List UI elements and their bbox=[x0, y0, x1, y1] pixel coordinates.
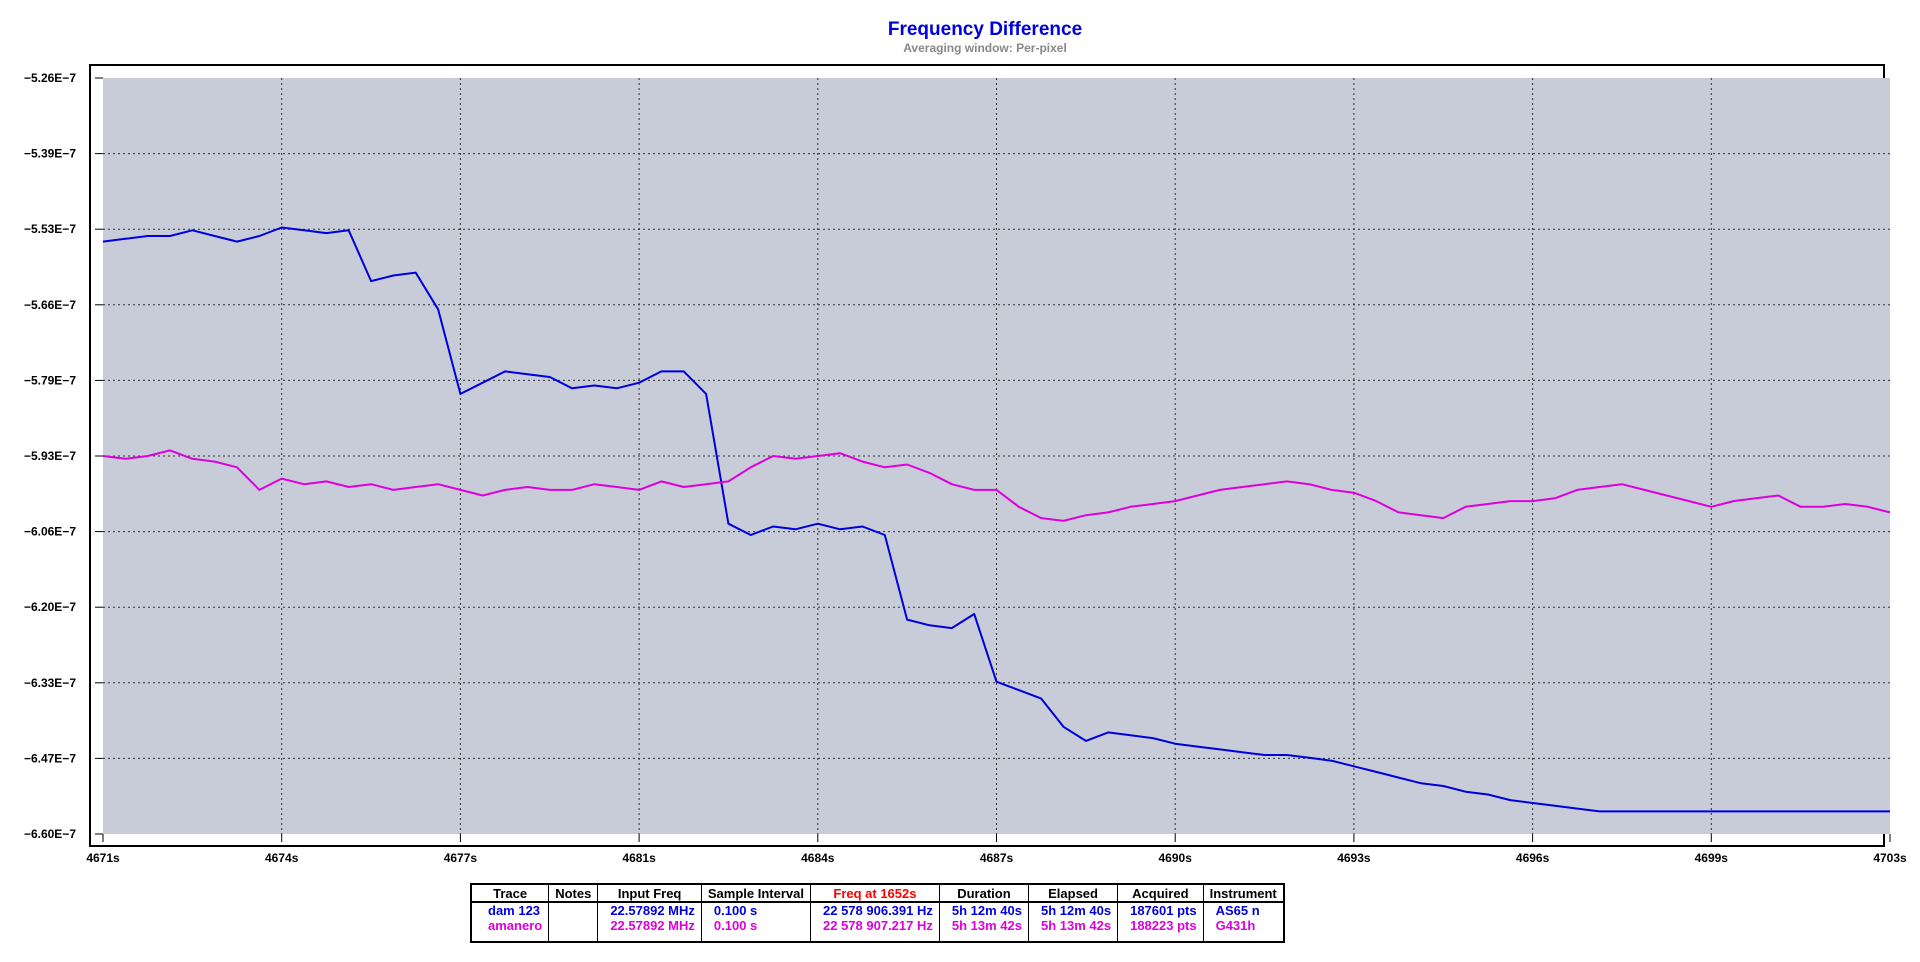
cell-trace: amanero bbox=[471, 918, 549, 942]
y-tick-label: −5.79E−7 bbox=[24, 373, 76, 387]
cell-input-freq: 22.57892 MHz bbox=[597, 902, 702, 918]
cell-duration: 5h 13m 42s bbox=[938, 918, 1029, 942]
header-duration: Duration bbox=[938, 884, 1029, 903]
series-line-amanero bbox=[102, 449, 1891, 522]
y-axis-ticks: −5.26E−7 −5.39E−7 −5.53E−7 −5.66E−7 −5.79E−7… bbox=[24, 71, 103, 841]
cell-instrument: AS65 n bbox=[1202, 902, 1284, 918]
x-tick-label: 4681s bbox=[622, 851, 656, 865]
header-elapsed: Elapsed bbox=[1027, 884, 1118, 903]
x-tick-label: 4671s bbox=[86, 851, 120, 865]
series-lines bbox=[102, 226, 1891, 813]
cell-acquired: 188223 pts bbox=[1117, 918, 1204, 942]
chart-subtitle: Averaging window: Per-pixel bbox=[903, 41, 1067, 55]
x-axis-ticks: 4671s 4674s 4677s 4681s 4684s 4687s 4690s 4693s… bbox=[86, 834, 1907, 865]
header-sample-interval: Sample Interval bbox=[700, 884, 811, 903]
x-tick-label: 4696s bbox=[1516, 851, 1550, 865]
chart-svg: Frequency Difference Averaging window: P… bbox=[24, 19, 1907, 865]
y-tick-label: −6.20E−7 bbox=[24, 600, 76, 614]
cell-input-freq: 22.57892 MHz bbox=[597, 918, 702, 942]
y-tick-label: −5.39E−7 bbox=[24, 147, 76, 161]
x-tick-label: 4699s bbox=[1695, 851, 1729, 865]
y-tick-label: −5.26E−7 bbox=[24, 71, 76, 85]
header-input-freq: Input Freq bbox=[597, 884, 702, 903]
cell-notes bbox=[548, 918, 598, 942]
grid bbox=[103, 78, 1890, 834]
x-tick-label: 4677s bbox=[444, 851, 478, 865]
cell-freq-at: 22 578 907.217 Hz bbox=[810, 918, 940, 942]
y-tick-label: −6.33E−7 bbox=[24, 676, 76, 690]
y-tick-label: −6.60E−7 bbox=[24, 827, 76, 841]
trace-info-table: Trace Notes Input Freq Sample Interval F… bbox=[470, 883, 1285, 943]
y-tick-label: −5.93E−7 bbox=[24, 449, 76, 463]
header-instrument: Instrument bbox=[1202, 884, 1284, 903]
table-header-row: Trace Notes Input Freq Sample Interval F… bbox=[471, 884, 1284, 903]
cell-sample-interval: 0.100 s bbox=[700, 902, 811, 918]
cell-elapsed: 5h 13m 42s bbox=[1027, 918, 1118, 942]
cell-elapsed: 5h 12m 40s bbox=[1027, 902, 1118, 918]
series-line-dam-123 bbox=[102, 226, 1890, 813]
header-notes: Notes bbox=[548, 884, 598, 903]
table-row: amanero 22.57892 MHz 0.100 s 22 578 907.… bbox=[471, 918, 1284, 942]
x-tick-label: 4687s bbox=[980, 851, 1014, 865]
plot-area bbox=[103, 78, 1890, 834]
cell-trace: dam 123 bbox=[471, 902, 549, 918]
cell-acquired: 187601 pts bbox=[1117, 902, 1204, 918]
cell-instrument: G431h bbox=[1202, 918, 1284, 942]
table-row: dam 123 22.57892 MHz 0.100 s 22 578 906.… bbox=[471, 902, 1284, 918]
chart-title: Frequency Difference bbox=[888, 19, 1082, 40]
header-freq-at: Freq at 1652s bbox=[810, 884, 940, 903]
y-tick-label: −6.06E−7 bbox=[24, 525, 76, 539]
y-tick-label: −6.47E−7 bbox=[24, 751, 76, 765]
x-tick-label: 4684s bbox=[801, 851, 835, 865]
x-tick-label: 4693s bbox=[1337, 851, 1371, 865]
y-tick-label: −5.66E−7 bbox=[24, 298, 76, 312]
x-tick-label: 4703s bbox=[1873, 851, 1907, 865]
header-trace: Trace bbox=[471, 884, 549, 903]
cell-freq-at: 22 578 906.391 Hz bbox=[810, 902, 940, 918]
cell-sample-interval: 0.100 s bbox=[700, 918, 811, 942]
cell-notes bbox=[548, 902, 598, 918]
x-tick-label: 4674s bbox=[265, 851, 299, 865]
cell-duration: 5h 12m 40s bbox=[938, 902, 1029, 918]
x-tick-label: 4690s bbox=[1159, 851, 1193, 865]
header-acquired: Acquired bbox=[1117, 884, 1204, 903]
y-tick-label: −5.53E−7 bbox=[24, 222, 76, 236]
